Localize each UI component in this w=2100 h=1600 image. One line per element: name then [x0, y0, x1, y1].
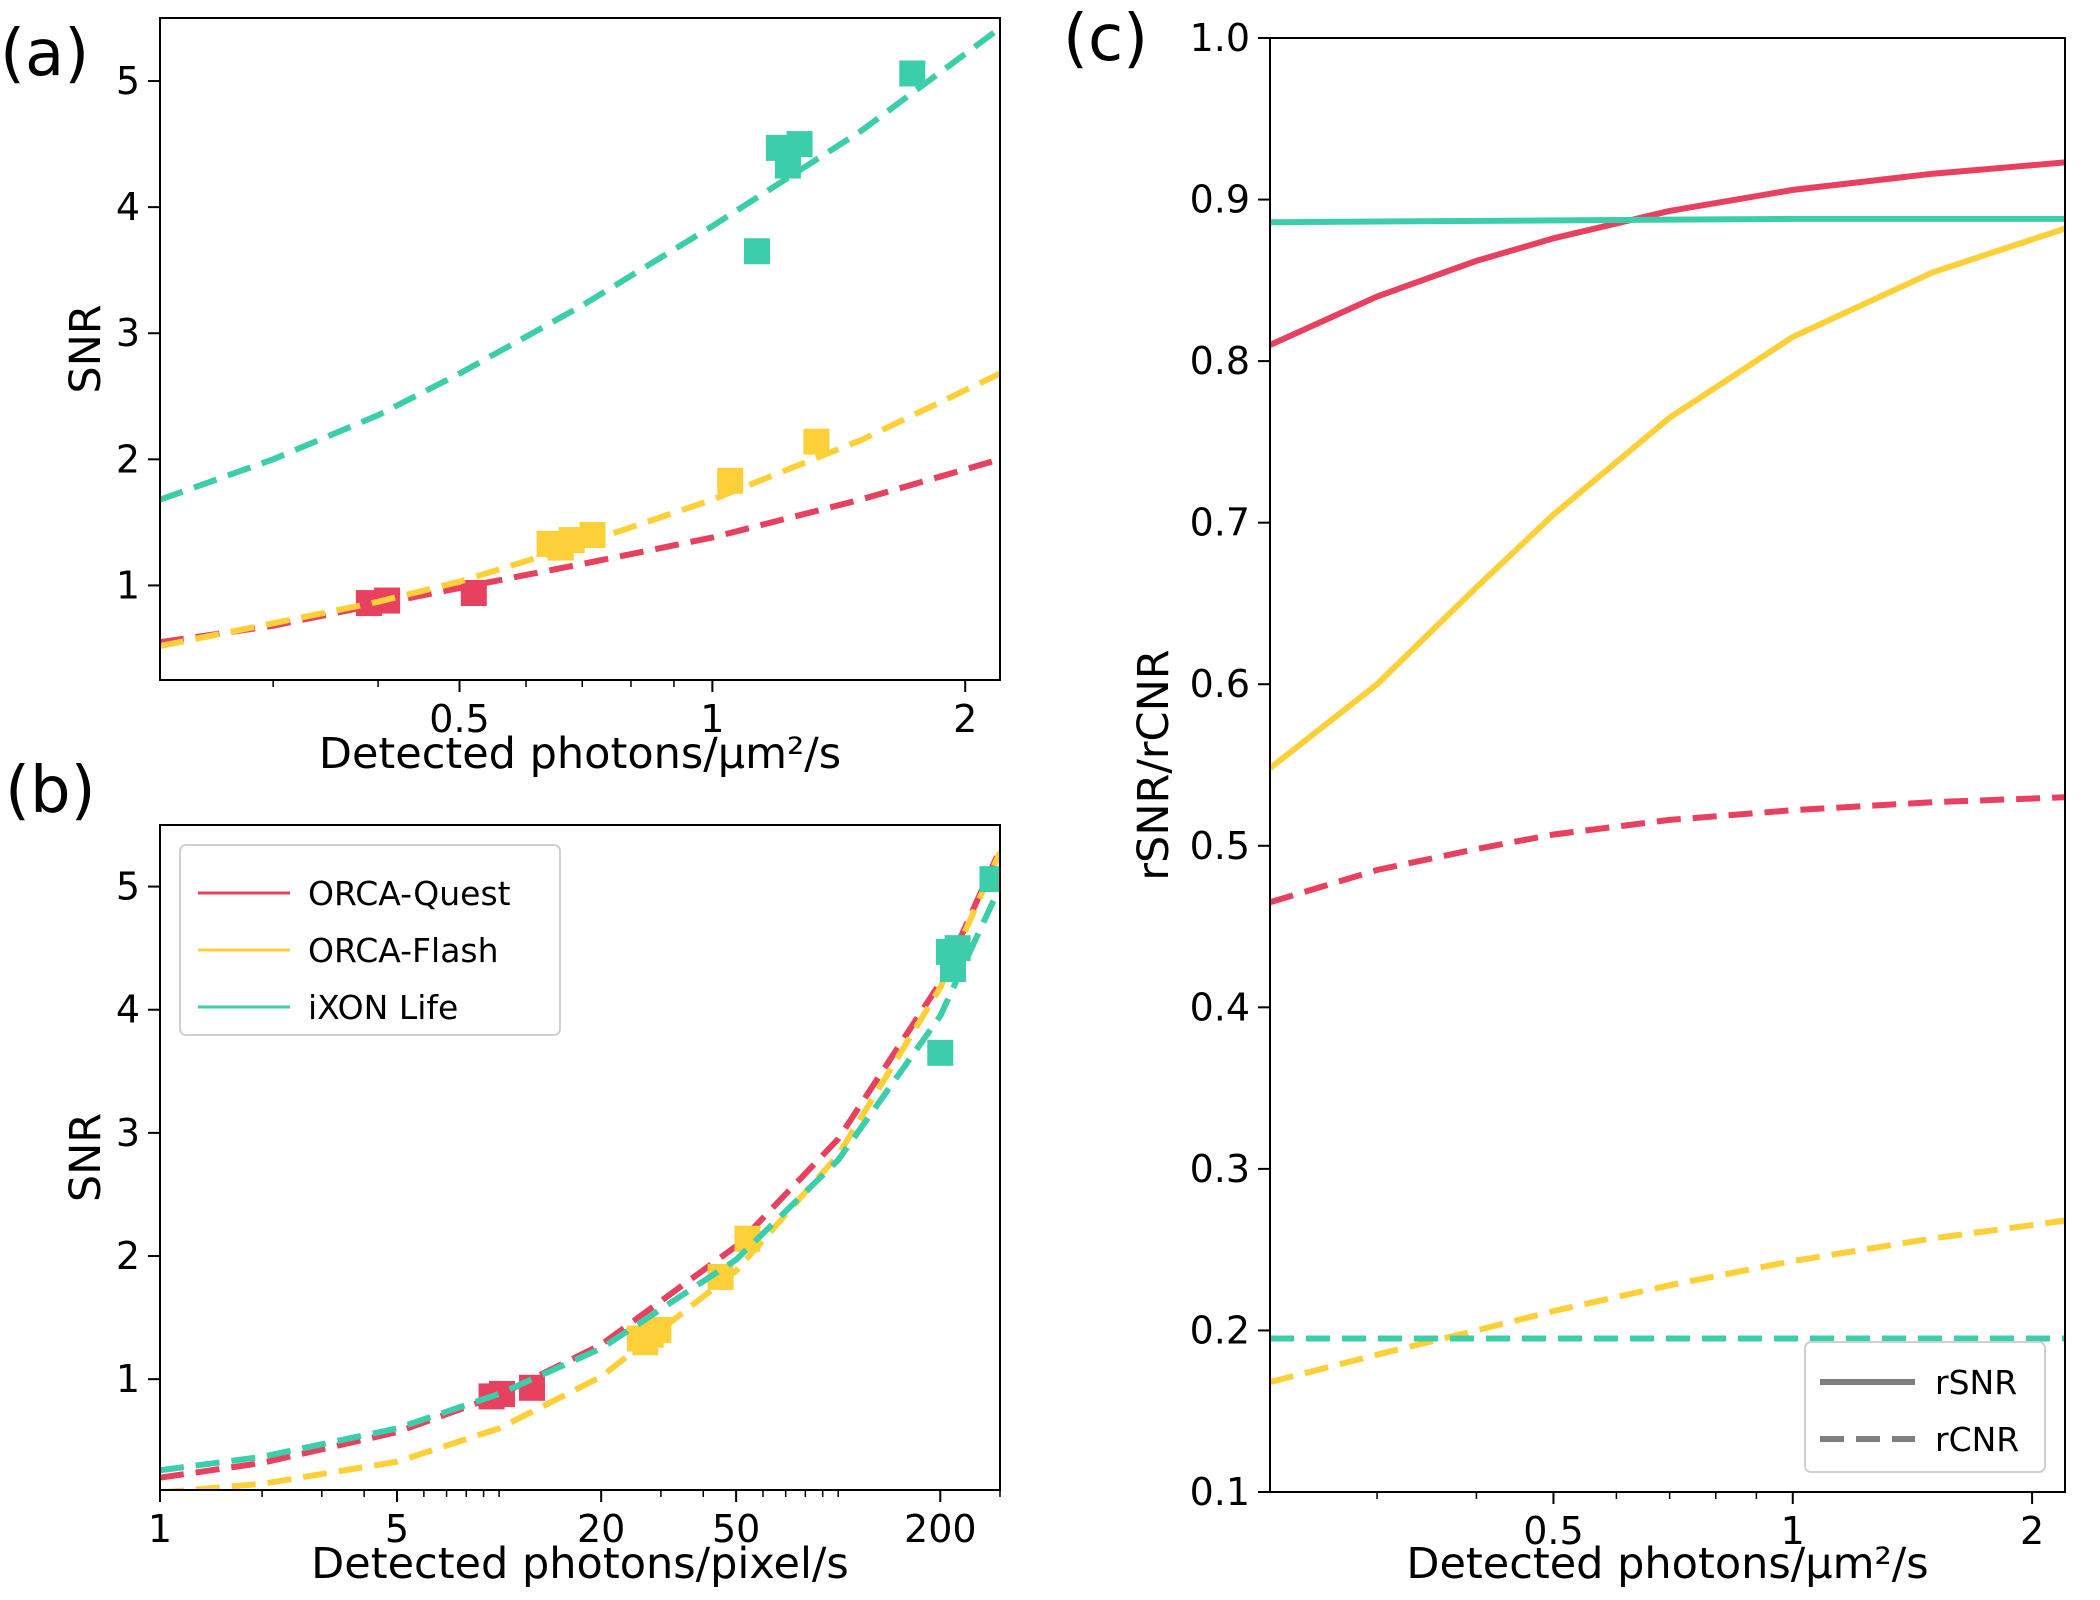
- legend-entry: ORCA-Flash: [308, 931, 499, 970]
- panel-label-a: (a): [0, 17, 89, 91]
- chart-panel-a: 0.5 1 2 1 2 3 4 5 Detected photons/μm²/s SNR: [61, 17, 1001, 779]
- y-tick-label: 5: [116, 865, 140, 909]
- y-tick-label: 4: [116, 185, 140, 229]
- axes-frame: [159, 17, 1001, 681]
- data-point: [460, 579, 487, 606]
- fit-line-2: [160, 25, 1000, 503]
- y-tick-label: 0.1: [1190, 1470, 1250, 1514]
- y-tick-label: 0.6: [1190, 662, 1250, 706]
- legend: ORCA-Quest ORCA-Flash iXON Life: [179, 844, 561, 1036]
- x-tick-label: 1: [148, 1507, 172, 1551]
- x-axis-label: Detected photons/pixel/s: [311, 1539, 849, 1589]
- fit-line-1: [160, 370, 1000, 649]
- series-line-4: [1270, 1217, 2065, 1386]
- y-tick-label: 0.4: [1190, 985, 1250, 1029]
- y-tick-label: 0.8: [1190, 339, 1250, 383]
- legend-entry: ORCA-Quest: [308, 874, 511, 913]
- legend-entry: rCNR: [1935, 1420, 2019, 1459]
- fit-line-0: [160, 456, 1000, 646]
- y-tick-label: 0.7: [1190, 501, 1250, 545]
- x-tick-label: 1: [1781, 1509, 1805, 1553]
- data-point: [786, 131, 813, 158]
- data-point: [944, 935, 971, 962]
- x-axis-label: Detected photons/μm²/s: [319, 729, 841, 779]
- fit-line-2: [160, 885, 1000, 1474]
- x-tick-label: 0.5: [1523, 1509, 1583, 1553]
- x-tick-label: 0.5: [429, 697, 489, 741]
- fit-line-1: [160, 850, 1000, 1490]
- y-tick-label: 0.5: [1190, 824, 1250, 868]
- x-tick-label: 200: [904, 1507, 977, 1551]
- x-tick-label: 2: [953, 697, 977, 741]
- x-tick-label: 2: [2020, 1509, 2044, 1553]
- data-point: [717, 467, 744, 494]
- chart-panel-c: 0.5 1 2 0.1 0.2 0.3 0.4 0.5 0.6 0.7 0.8 0.9 1.0 Detec…: [1129, 16, 2066, 1589]
- plot-area: [1270, 159, 2065, 1386]
- series-line-1: [1270, 225, 2065, 771]
- y-tick-label: 0.9: [1190, 178, 1250, 222]
- minor-ticks: [1376, 1492, 2033, 1499]
- y-tick-label: 1: [116, 563, 140, 607]
- x-tick-label: 1: [700, 697, 724, 741]
- minor-ticks: [159, 1490, 1001, 1497]
- data-point: [927, 1039, 954, 1066]
- y-axis-label: SNR: [61, 304, 111, 393]
- plot-area: [160, 25, 1000, 649]
- data-point: [579, 521, 606, 548]
- y-tick-label: 5: [116, 59, 140, 103]
- data-point: [899, 60, 926, 87]
- axes-frame: [1269, 37, 2066, 1493]
- x-tick-label: 50: [712, 1507, 760, 1551]
- series-line-2: [1270, 215, 2065, 226]
- fit-line-0: [160, 848, 1000, 1481]
- data-point: [979, 866, 1000, 893]
- data-point: [803, 428, 830, 455]
- data-point: [518, 1374, 545, 1401]
- y-tick-label: 1.0: [1190, 16, 1250, 60]
- panel-label-c: (c): [1063, 2, 1148, 76]
- x-tick-label: 5: [385, 1507, 409, 1551]
- y-axis-label: rSNR/rCNR: [1129, 649, 1179, 880]
- plot-area: [160, 848, 1000, 1490]
- y-tick-label: 2: [116, 1234, 140, 1278]
- y-tick-label: 3: [116, 311, 140, 355]
- legend-entry: rSNR: [1935, 1363, 2017, 1402]
- x-axis-label: Detected photons/μm²/s: [1406, 1539, 1928, 1589]
- series-line-0: [1270, 159, 2065, 348]
- data-point: [645, 1316, 672, 1343]
- y-axis-label: SNR: [61, 1113, 111, 1202]
- y-tick-label: 0.3: [1190, 1147, 1250, 1191]
- x-tick-label: 20: [577, 1507, 625, 1551]
- legend-entry: iXON Life: [308, 988, 458, 1027]
- panel-label-b: (b): [5, 754, 96, 828]
- y-tick-label: 3: [116, 1111, 140, 1155]
- y-tick-label: 4: [116, 988, 140, 1032]
- y-tick-label: 2: [116, 437, 140, 481]
- y-tick-label: 1: [116, 1357, 140, 1401]
- data-point: [743, 238, 770, 265]
- minor-ticks: [272, 680, 966, 687]
- axes-frame: [159, 824, 1001, 1491]
- legend: rSNR rCNR: [1804, 1341, 2046, 1473]
- series-line-3: [1270, 794, 2065, 906]
- y-tick-label: 0.2: [1190, 1308, 1250, 1352]
